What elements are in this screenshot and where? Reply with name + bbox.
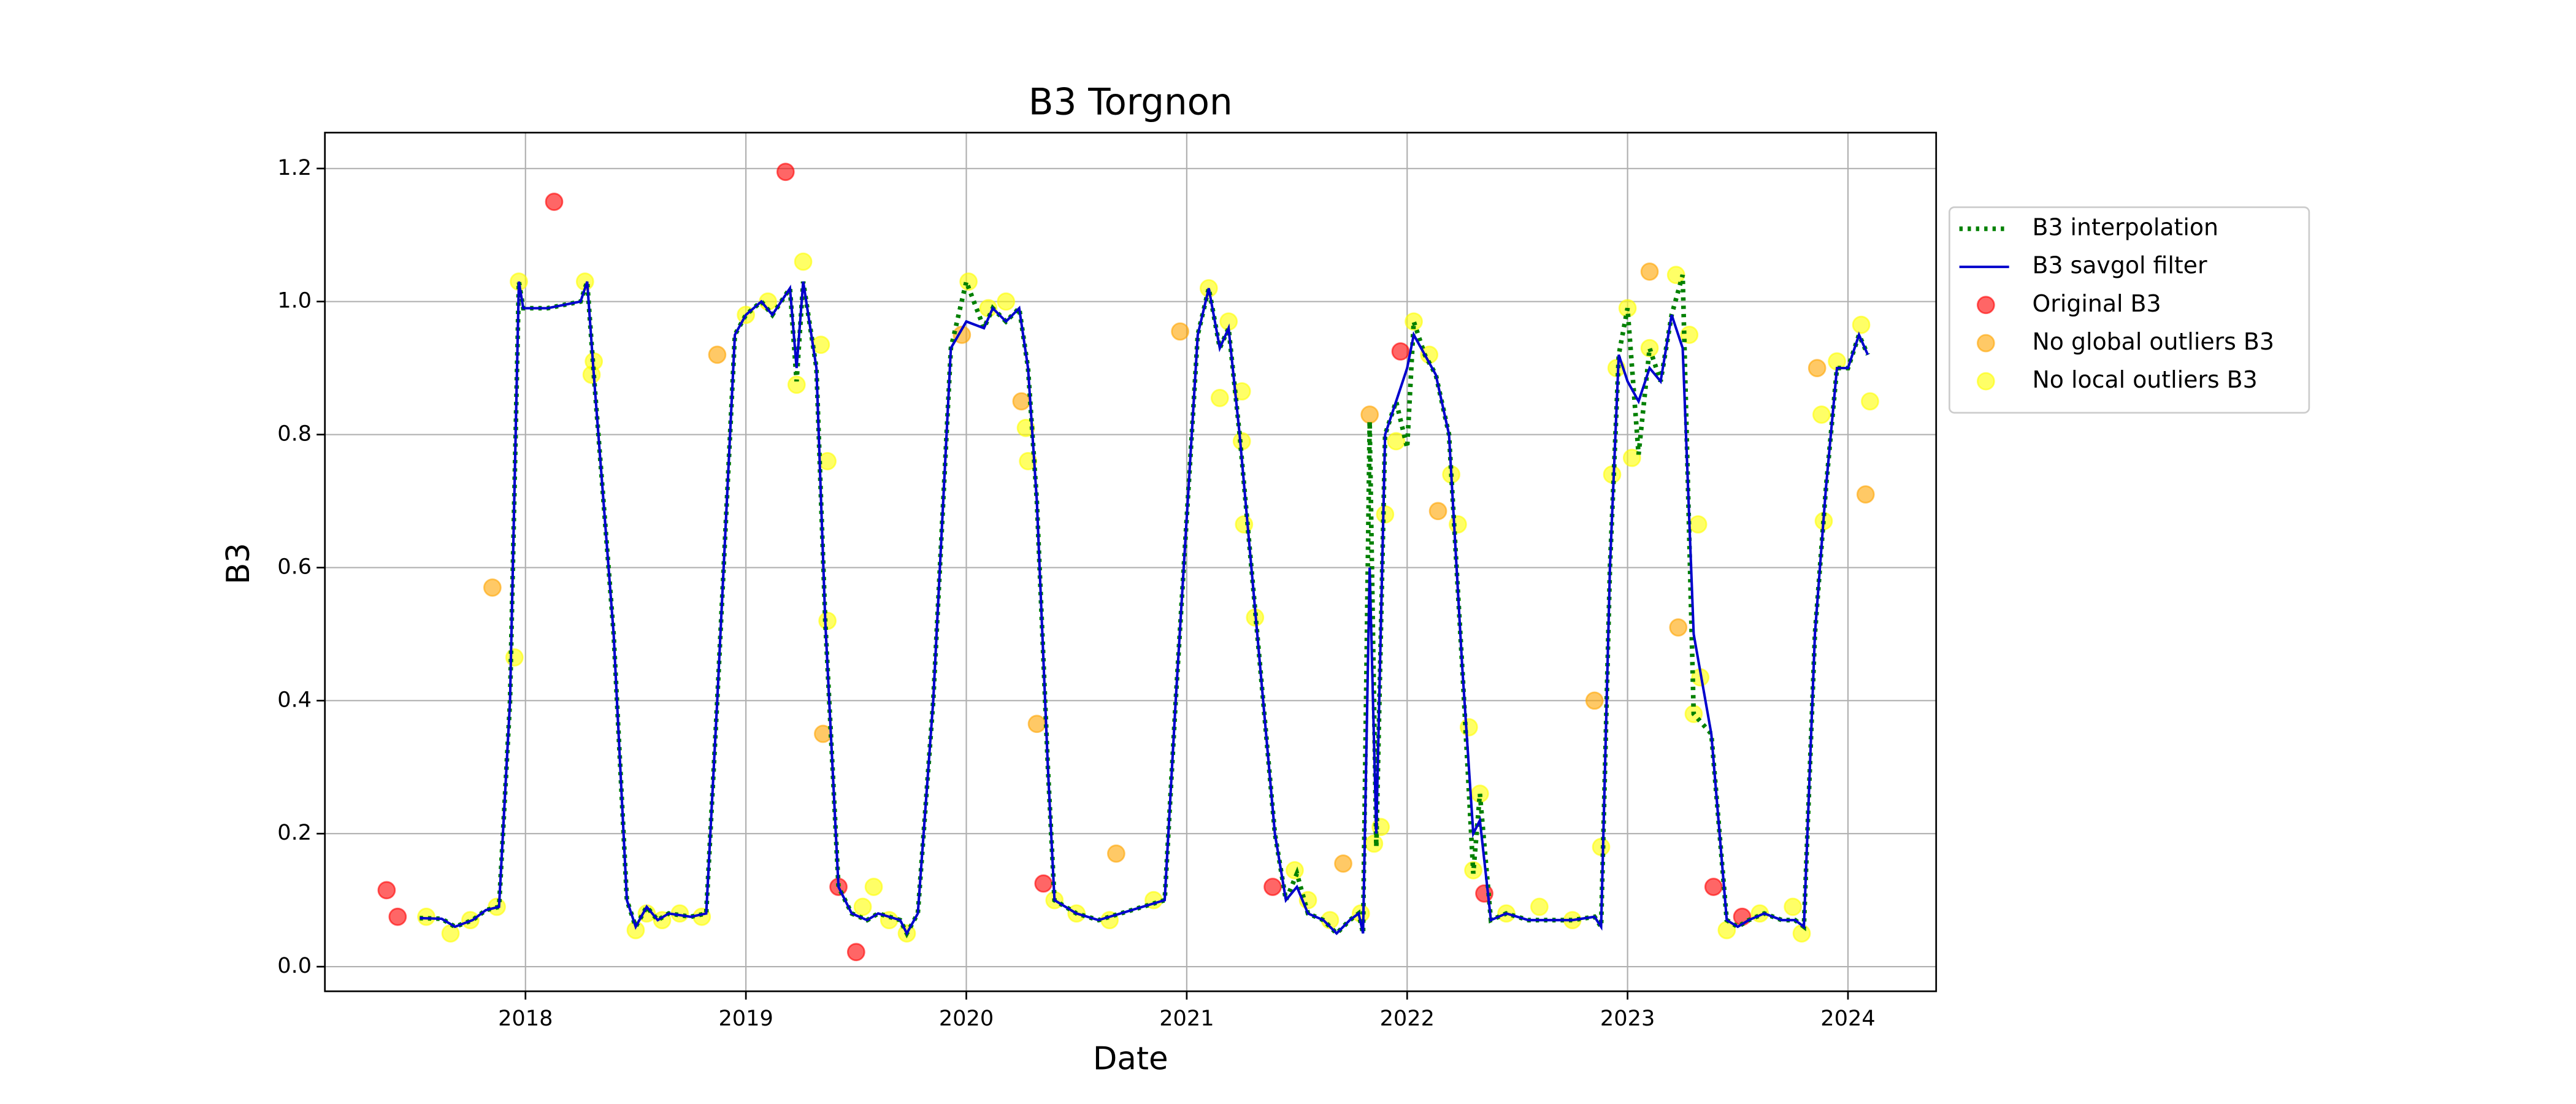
data-point <box>1585 691 1604 710</box>
data-point <box>545 193 564 211</box>
legend-box <box>1949 206 2310 414</box>
data-point <box>1807 359 1827 377</box>
data-point <box>1460 718 1478 737</box>
data-point <box>1640 262 1659 281</box>
data-point <box>787 375 806 394</box>
series-line <box>420 281 1869 937</box>
data-point <box>417 907 435 926</box>
plot-frame <box>324 131 1938 992</box>
data-point <box>1852 315 1871 334</box>
y-tick-label: 0.2 <box>277 820 312 845</box>
data-point <box>1027 715 1046 734</box>
data-point <box>997 292 1016 311</box>
data-point <box>853 897 872 916</box>
x-axis-label: Date <box>1093 1041 1168 1078</box>
data-point <box>1107 844 1125 863</box>
data-point <box>1784 897 1803 916</box>
y-tick-label: 0.8 <box>277 421 312 447</box>
x-tick-label: 2018 <box>498 1006 553 1031</box>
chart-title: B3 Torgnon <box>1029 81 1233 123</box>
data-point <box>1861 392 1879 411</box>
data-point <box>1812 405 1831 424</box>
data-point <box>1464 861 1482 880</box>
y-tick-label: 0.0 <box>277 953 312 978</box>
data-point <box>1530 897 1549 916</box>
data-point <box>794 252 813 271</box>
data-point <box>1428 502 1447 521</box>
legend-label: B3 interpolation <box>2033 213 2219 240</box>
y-tick-label: 0.6 <box>277 554 312 579</box>
data-point <box>1286 861 1304 880</box>
data-point <box>776 163 795 182</box>
data-point <box>1669 618 1688 637</box>
data-point <box>1640 339 1659 358</box>
y-tick-label: 0.4 <box>277 687 312 712</box>
data-point <box>388 907 407 926</box>
data-point <box>505 648 524 667</box>
data-point <box>1012 392 1031 411</box>
data-point <box>1034 874 1053 893</box>
data-point <box>377 881 396 900</box>
data-point <box>864 878 883 896</box>
x-tick-label: 2024 <box>1820 1006 1875 1031</box>
data-point <box>953 326 972 344</box>
data-point <box>1387 432 1406 451</box>
data-point <box>1405 312 1423 331</box>
legend-label: No local outliers B3 <box>2033 366 2258 393</box>
legend-marker <box>1976 372 1995 391</box>
data-point <box>959 272 978 291</box>
y-axis-label: B3 <box>220 543 257 585</box>
data-point <box>483 578 502 597</box>
data-point <box>1210 389 1229 407</box>
legend-label: B3 savgol filter <box>2033 252 2207 279</box>
data-point <box>1171 322 1189 341</box>
y-tick-label: 1.0 <box>277 288 312 313</box>
data-point <box>1263 878 1282 896</box>
data-point <box>811 335 830 355</box>
data-point <box>1622 448 1641 467</box>
x-tick-label: 2019 <box>718 1006 773 1031</box>
x-tick-label: 2022 <box>1380 1006 1435 1031</box>
data-point <box>846 943 865 962</box>
legend-marker <box>1976 334 1995 353</box>
data-point <box>441 924 460 943</box>
legend-label: Original B3 <box>2033 290 2161 317</box>
data-point <box>1856 485 1875 504</box>
data-point <box>1391 342 1410 361</box>
data-point <box>1704 878 1723 896</box>
x-tick-label: 2021 <box>1159 1006 1214 1031</box>
y-tick-label: 1.2 <box>277 155 312 180</box>
data-point <box>1689 515 1708 534</box>
legend-marker <box>1976 296 1995 315</box>
legend-label: No global outliers B3 <box>2033 328 2274 355</box>
data-point <box>1360 405 1379 424</box>
data-point <box>1334 854 1352 873</box>
x-tick-label: 2023 <box>1600 1006 1655 1031</box>
data-point <box>708 345 727 364</box>
x-tick-label: 2020 <box>939 1006 994 1031</box>
